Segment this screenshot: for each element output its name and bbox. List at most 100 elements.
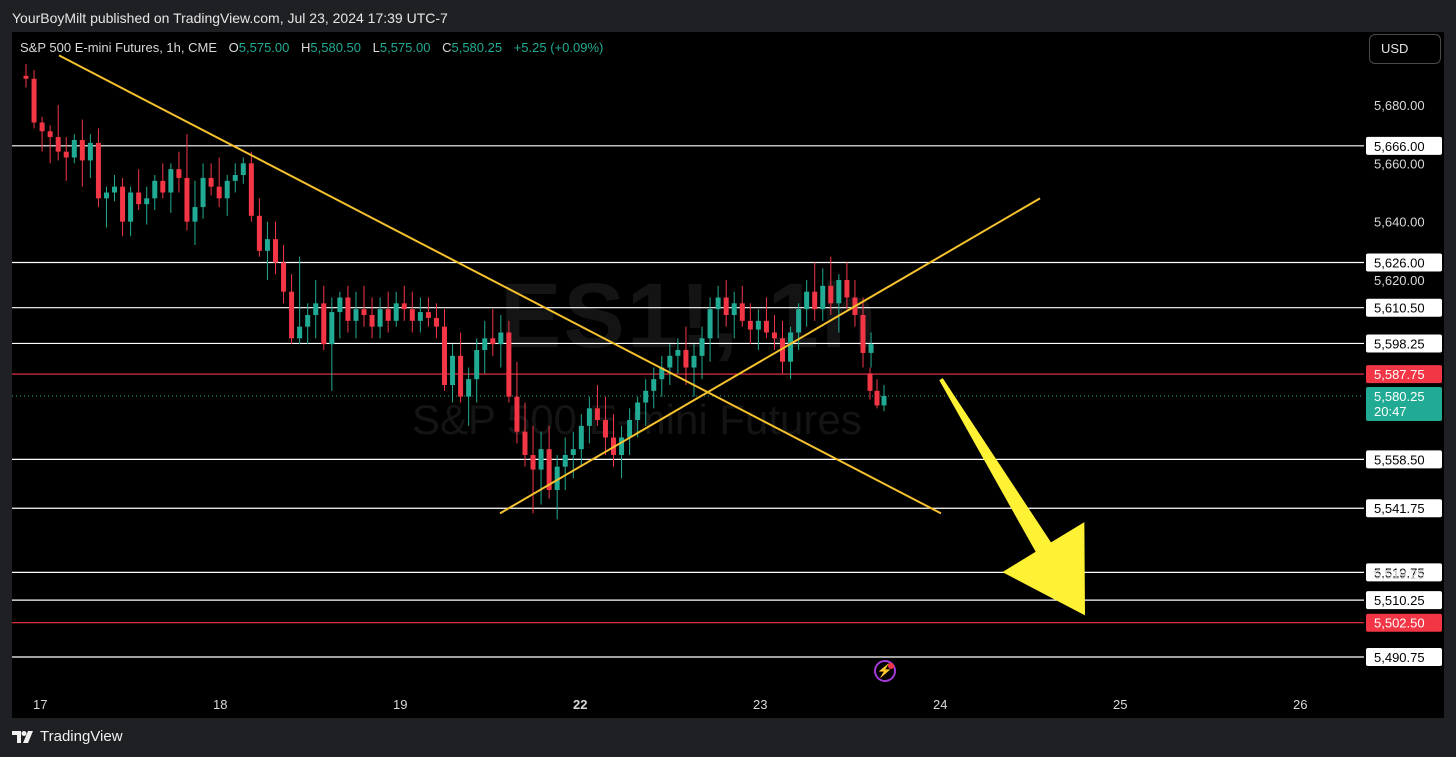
x-tick-label: 22 [573, 697, 587, 712]
candle-body [442, 326, 447, 385]
candle-body [731, 303, 737, 315]
candle-body [788, 332, 794, 362]
tradingview-brand[interactable]: TradingView [12, 728, 123, 745]
x-tick-label: 23 [753, 697, 767, 712]
candle-body [874, 390, 880, 406]
candle-body [691, 355, 697, 368]
candle-body [103, 192, 109, 199]
candle-body [313, 303, 319, 315]
last-price-label: 5,580.25 [1374, 389, 1425, 404]
candle-body [232, 175, 238, 181]
high-value: 5,580.50 [310, 40, 361, 55]
candle-body [120, 186, 126, 222]
open-label: O [228, 40, 239, 55]
level-price-tag [1366, 365, 1442, 384]
level-price-tag [1366, 298, 1442, 317]
candle-body [546, 449, 552, 490]
level-price-label: 5,502.50 [1374, 616, 1425, 631]
candle-body [160, 180, 166, 193]
y-tick-label: 5,620.00 [1374, 273, 1425, 288]
candle-body [208, 177, 214, 187]
y-tick-label: 5,640.00 [1374, 215, 1425, 230]
level-price-label: 5,587.75 [1374, 367, 1425, 382]
candle-body [152, 180, 158, 199]
candle-body [377, 309, 383, 327]
candle-body [393, 303, 399, 321]
x-tick-label: 25 [1113, 697, 1127, 712]
alert-badge [888, 663, 894, 669]
x-tick-label: 24 [933, 697, 947, 712]
candle-body [707, 309, 713, 339]
candle-body [409, 309, 415, 321]
candle-body [136, 192, 142, 205]
symbol-label: S&P 500 E-mini Futures, 1h, CME [20, 40, 218, 55]
x-tick-label: 19 [393, 697, 407, 712]
candle-body [417, 312, 423, 321]
candle-body [755, 320, 761, 330]
candle-body [458, 355, 464, 397]
currency-button[interactable]: USD [1369, 34, 1441, 64]
candle-body [450, 355, 456, 385]
level-price-label: 5,666.00 [1374, 139, 1425, 154]
level-price-tag [1366, 136, 1442, 155]
tradingview-logo-icon [12, 730, 33, 743]
candle-body [353, 309, 359, 321]
candle-body [474, 350, 480, 380]
candle-body [63, 151, 69, 158]
candle-body [820, 285, 826, 310]
publish-header: YourBoyMilt published on TradingView.com… [0, 0, 1456, 32]
high-label: H [301, 40, 311, 55]
level-price-tag [1366, 613, 1442, 632]
chart-frame[interactable]: ES1!, 1h S&P 500 E-mini Futures 5,680.00… [12, 32, 1444, 718]
open-value: 5,575.00 [238, 40, 290, 55]
candle-body [514, 396, 520, 432]
level-price-label: 5,541.75 [1374, 501, 1425, 516]
countdown-label: 20:47 [1374, 404, 1407, 419]
candle-body [321, 303, 327, 345]
candle-body [216, 186, 222, 199]
y-tick-label: 5,680.00 [1374, 98, 1425, 113]
candle-body [466, 379, 472, 397]
candle-body [112, 186, 118, 193]
candle-body [602, 420, 608, 438]
candle-body [763, 320, 769, 333]
candle-body [297, 326, 303, 339]
level-price-label: 5,510.25 [1374, 593, 1425, 608]
candle-body [619, 437, 625, 455]
candle-body [281, 262, 287, 292]
level-price-label: 5,519.25 [1374, 567, 1425, 582]
candle-body [144, 198, 150, 205]
candle-body [881, 395, 887, 406]
candle-body [345, 297, 351, 321]
candle-body [329, 312, 335, 345]
candle-body [699, 338, 705, 356]
candle-body [643, 390, 649, 403]
candle-body [87, 142, 93, 161]
candle-body [305, 315, 311, 327]
candle-body [490, 338, 496, 345]
price-chart[interactable]: 5,680.00 5,660.00 5,640.00 5,620.00 5,666.00… [12, 32, 1444, 718]
candle-body [651, 379, 657, 391]
candle-body [23, 75, 29, 79]
candle-body [95, 142, 101, 199]
level-price-tag [1366, 499, 1442, 518]
candle-body [796, 309, 802, 333]
candle-body [31, 78, 37, 123]
candle-body [739, 303, 745, 321]
level-price-tag [1366, 253, 1442, 272]
candle-body [659, 367, 665, 380]
candle-body [200, 177, 206, 208]
candle-body [594, 408, 600, 420]
low-label: L [372, 40, 380, 55]
candle-body [192, 207, 198, 222]
candle-body [168, 169, 174, 193]
candle-body [256, 215, 262, 251]
x-tick-label: 18 [213, 697, 227, 712]
candle-body [780, 338, 786, 362]
candle-body [522, 431, 528, 455]
close-label: C [442, 40, 452, 55]
candle-body [272, 239, 278, 263]
candle-body [433, 317, 439, 327]
trendline-descending [58, 54, 942, 515]
low-value: 5,575.00 [379, 40, 431, 55]
